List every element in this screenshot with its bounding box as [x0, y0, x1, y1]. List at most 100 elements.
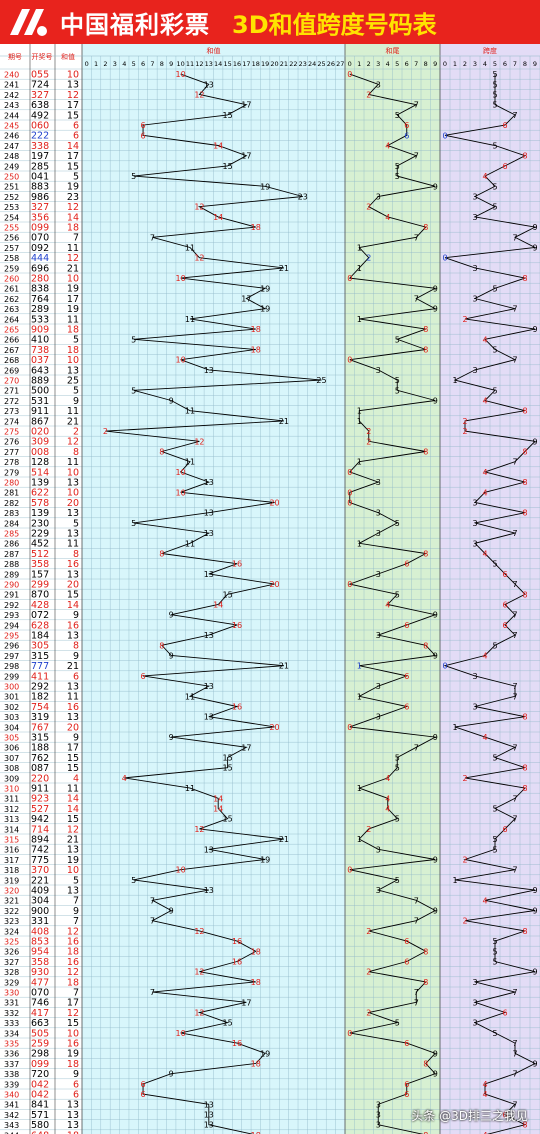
issue-cell: 283: [4, 509, 19, 518]
span-axis-tick: 2: [463, 60, 467, 68]
issue-cell: 281: [4, 489, 19, 498]
tail-point-label: 3: [376, 193, 381, 202]
draw-cell: 775: [31, 855, 49, 866]
issue-cell: 337: [4, 1060, 19, 1069]
draw-cell: 331: [31, 916, 49, 927]
sum-point-label: 17: [241, 101, 251, 110]
issue-cell: 330: [4, 989, 19, 998]
sum-axis-tick: 0: [85, 60, 89, 68]
sum-cell: 16: [67, 702, 79, 713]
span-axis-tick: 6: [503, 60, 507, 68]
span-point-label: 3: [472, 366, 477, 375]
tail-panel-header: 和尾: [386, 46, 400, 55]
sum-panel-header: 和值: [207, 46, 221, 55]
tail-point-label: 0: [347, 723, 352, 732]
draw-cell: 410: [31, 335, 49, 346]
draw-cell: 505: [31, 1028, 49, 1039]
sum-point-label: 18: [251, 978, 261, 987]
tail-point-label: 6: [404, 1080, 409, 1089]
sum-point-label: 2: [103, 427, 108, 436]
span-point-label: 2: [462, 315, 467, 324]
draw-cell: 638: [31, 100, 49, 111]
span-point-label: 2: [462, 917, 467, 926]
draw-cell: 514: [31, 467, 49, 478]
tail-point-label: 1: [357, 539, 362, 548]
tail-axis-tick: 2: [367, 60, 371, 68]
sum-point-label: 19: [260, 305, 270, 314]
draw-cell: 184: [31, 631, 49, 642]
tail-point-label: 7: [414, 988, 419, 997]
issue-cell: 288: [4, 560, 19, 569]
sum-cell: 12: [67, 1008, 79, 1019]
tail-point-label: 0: [347, 70, 352, 79]
tail-axis-tick: 8: [424, 60, 428, 68]
draw-cell: 512: [31, 549, 49, 560]
draw-cell: 099: [31, 1059, 49, 1070]
draw-cell: 746: [31, 998, 49, 1009]
span-point-label: 4: [482, 172, 487, 181]
draw-cell: 986: [31, 192, 49, 203]
tail-point-label: 4: [385, 774, 390, 783]
issue-cell: 270: [4, 377, 19, 386]
span-point-label: 2: [462, 427, 467, 436]
tail-point-label: 3: [376, 366, 381, 375]
sum-cell: 14: [67, 804, 79, 815]
sum-cell: 18: [67, 1130, 79, 1134]
issue-cell: 286: [4, 540, 19, 549]
draw-cell: 055: [31, 70, 49, 81]
sum-cell: 18: [67, 345, 79, 356]
sum-cell: 10: [67, 1028, 79, 1039]
tail-point-label: 9: [433, 856, 438, 865]
span-point-label: 8: [522, 1121, 527, 1130]
span-point-label: 5: [492, 142, 497, 151]
span-point-label: 4: [482, 468, 487, 477]
draw-cell: 197: [31, 151, 49, 162]
sum-cell: 12: [67, 926, 79, 937]
issue-cell: 326: [4, 948, 19, 957]
sum-axis-tick: 19: [261, 60, 269, 68]
sum-cell: 4: [73, 773, 79, 784]
sum-cell: 16: [67, 937, 79, 948]
draw-cell: 764: [31, 294, 49, 305]
sum-point-label: 18: [251, 223, 261, 232]
span-point-label: 4: [482, 652, 487, 661]
span-point-label: 3: [472, 193, 477, 202]
tail-point-label: 2: [366, 427, 371, 436]
draw-cell: 280: [31, 274, 49, 285]
span-point-label: 7: [512, 692, 517, 701]
issue-cell: 264: [4, 315, 19, 324]
sum-axis-tick: 18: [252, 60, 260, 68]
draw-cell: 411: [31, 671, 49, 682]
sum-cell: 7: [73, 988, 79, 999]
issue-cell: 314: [4, 825, 19, 834]
sum-point-label: 12: [194, 927, 204, 936]
span-point-label: 5: [492, 80, 497, 89]
sum-cell: 19: [67, 855, 79, 866]
sum-point-label: 9: [169, 611, 174, 620]
sum-point-label: 10: [176, 70, 186, 79]
tail-point-label: 3: [376, 631, 381, 640]
sum-point-label: 23: [298, 193, 308, 202]
span-panel-header: 跨度: [483, 46, 497, 55]
sum-point-label: 17: [241, 743, 251, 752]
sum-cell: 13: [67, 529, 79, 540]
span-point-label: 8: [522, 590, 527, 599]
span-axis-tick: 9: [533, 60, 537, 68]
draw-cell: 304: [31, 896, 49, 907]
issue-cell: 311: [4, 795, 19, 804]
tail-point-label: 7: [414, 998, 419, 1007]
span-point-label: 9: [532, 244, 537, 253]
sum-point-label: 11: [185, 692, 195, 701]
draw-cell: 762: [31, 753, 49, 764]
draw-cell: 533: [31, 314, 49, 325]
sum-point-label: 10: [176, 866, 186, 875]
sum-axis-tick: 12: [195, 60, 203, 68]
sum-cell: 16: [67, 1039, 79, 1050]
draw-cell: 883: [31, 182, 49, 193]
span-point-label: 8: [522, 713, 527, 722]
issue-cell: 248: [4, 152, 19, 161]
span-point-label: 7: [512, 611, 517, 620]
issue-cell: 305: [4, 734, 19, 743]
sum-cell: 10: [67, 865, 79, 876]
tail-point-label: 3: [376, 478, 381, 487]
